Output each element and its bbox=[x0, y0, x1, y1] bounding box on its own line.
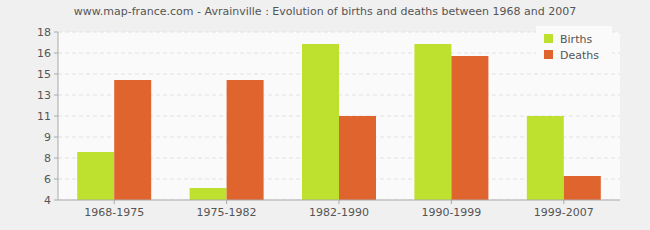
legend-label: Births bbox=[560, 33, 592, 46]
x-tick bbox=[451, 200, 452, 204]
bar bbox=[339, 116, 376, 200]
y-tick-label: 8 bbox=[44, 152, 51, 165]
tick-mark bbox=[54, 158, 58, 159]
tick-mark bbox=[54, 137, 58, 138]
bar bbox=[77, 152, 114, 200]
x-tick bbox=[226, 200, 227, 204]
tick-mark bbox=[54, 200, 58, 201]
grid-line bbox=[58, 32, 620, 33]
x-tick bbox=[563, 200, 564, 204]
bar bbox=[451, 56, 488, 200]
tick-mark bbox=[54, 95, 58, 96]
chart: www.map-france.com - Avrainville : Evolu… bbox=[0, 0, 650, 230]
x-tick-label: 1968-1975 bbox=[84, 206, 144, 219]
legend: Births Deaths bbox=[536, 26, 612, 72]
bar bbox=[227, 80, 264, 200]
x-tick bbox=[114, 200, 115, 204]
bar bbox=[527, 116, 564, 200]
bar bbox=[302, 44, 339, 200]
x-tick-label: 1999-2007 bbox=[534, 206, 594, 219]
legend-swatch bbox=[544, 50, 553, 59]
x-tick bbox=[339, 200, 340, 204]
grid-line bbox=[58, 200, 620, 201]
x-tick-label: 1975-1982 bbox=[197, 206, 257, 219]
legend-swatch bbox=[544, 34, 553, 43]
x-tick-label: 1990-1999 bbox=[421, 206, 481, 219]
bar bbox=[114, 80, 151, 200]
bar bbox=[414, 44, 451, 200]
bar bbox=[190, 188, 227, 200]
legend-box bbox=[536, 26, 612, 72]
y-tick-label: 11 bbox=[37, 110, 51, 123]
tick-mark bbox=[54, 53, 58, 54]
y-axis bbox=[58, 32, 59, 200]
bars bbox=[77, 44, 601, 200]
plot-area bbox=[58, 32, 620, 200]
y-tick-label: 9 bbox=[44, 131, 51, 144]
tick-mark bbox=[54, 32, 58, 33]
tick-mark bbox=[54, 116, 58, 117]
bar bbox=[564, 176, 601, 200]
background bbox=[0, 0, 650, 230]
y-tick-label: 6 bbox=[44, 173, 51, 186]
legend-label: Deaths bbox=[560, 49, 599, 62]
y-tick-label: 15 bbox=[37, 68, 51, 81]
tick-mark bbox=[54, 179, 58, 180]
title: www.map-france.com - Avrainville : Evolu… bbox=[74, 5, 576, 18]
tick-mark bbox=[54, 74, 58, 75]
y-tick-label: 4 bbox=[44, 194, 51, 207]
y-tick-label: 13 bbox=[37, 89, 51, 102]
x-tick-label: 1982-1990 bbox=[309, 206, 369, 219]
y-tick-label: 18 bbox=[37, 26, 51, 39]
x-axis bbox=[58, 200, 620, 201]
y-tick-label: 16 bbox=[37, 47, 51, 60]
